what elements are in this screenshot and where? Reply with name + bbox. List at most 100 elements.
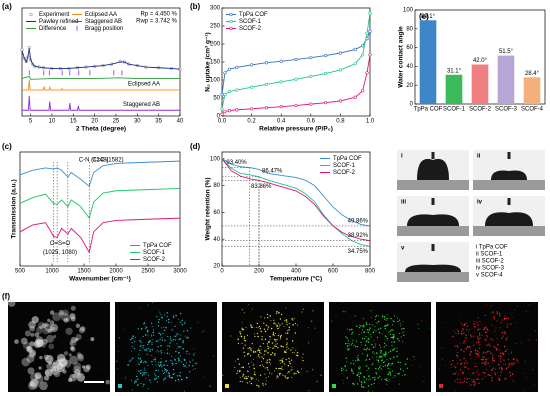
speckle	[139, 358, 141, 360]
speckle	[164, 368, 167, 371]
speckle	[463, 357, 465, 360]
particle	[69, 341, 74, 346]
speckle	[302, 308, 305, 311]
speckle	[478, 332, 481, 335]
speckle	[341, 369, 343, 372]
speckle	[347, 345, 349, 347]
speckle	[174, 335, 176, 337]
speckle	[240, 335, 242, 337]
speckle	[481, 335, 483, 337]
legend-label: Difference	[39, 26, 67, 32]
speckle	[476, 371, 478, 373]
speckle	[157, 321, 160, 323]
speckle	[357, 355, 359, 357]
speckle	[520, 342, 522, 344]
speckle	[421, 319, 423, 321]
speckle	[511, 316, 513, 319]
speckle	[348, 348, 350, 350]
speckle	[473, 335, 475, 337]
speckle	[479, 337, 481, 339]
speckle	[467, 368, 470, 370]
particle	[81, 365, 85, 369]
legend-label: Bragg position	[85, 26, 123, 32]
speckle	[118, 336, 121, 339]
speckle	[282, 346, 284, 348]
speckle	[189, 371, 191, 373]
speckle	[360, 367, 362, 369]
speckle	[398, 340, 400, 342]
speckle	[259, 364, 261, 367]
speckle	[463, 350, 465, 352]
speckle	[492, 367, 495, 369]
speckle	[484, 376, 486, 378]
speckle	[151, 335, 153, 337]
speckle	[166, 345, 168, 347]
speckle	[502, 353, 505, 356]
panel-label: (e)	[419, 12, 429, 21]
speckle	[373, 340, 375, 342]
speckle	[265, 377, 267, 379]
fit-stat: Rp = 4.450 %	[140, 12, 177, 18]
speckle	[362, 386, 365, 389]
speckle	[386, 383, 388, 386]
speckle	[385, 319, 387, 321]
particle	[30, 332, 35, 337]
speckle	[279, 374, 281, 376]
data-point	[361, 44, 365, 48]
speckle	[376, 322, 378, 324]
speckle	[464, 366, 466, 368]
speckle	[275, 345, 277, 348]
speckle	[286, 344, 288, 346]
speckle	[180, 334, 182, 336]
speckle	[154, 358, 157, 361]
particle	[48, 361, 52, 365]
speckle	[459, 369, 462, 371]
speckle	[116, 368, 118, 370]
speckle	[490, 305, 493, 307]
speckle	[358, 333, 360, 336]
speckle	[399, 361, 401, 364]
speckle	[259, 327, 262, 330]
speckle	[290, 349, 292, 351]
speckle	[250, 349, 252, 352]
speckle	[380, 368, 382, 370]
speckle	[464, 362, 466, 365]
speckle	[509, 371, 511, 374]
bar	[523, 77, 541, 104]
speckle	[368, 379, 370, 381]
speckle	[477, 324, 479, 326]
speckle	[165, 360, 167, 362]
speckle	[131, 342, 133, 344]
speckle	[455, 371, 457, 373]
speckle	[297, 324, 299, 326]
speckle	[481, 378, 483, 380]
contact-photo: iii	[397, 196, 469, 236]
speckle	[391, 344, 393, 347]
speckle	[392, 335, 395, 338]
speckle	[242, 366, 245, 368]
speckle	[151, 343, 153, 345]
speckle	[192, 365, 194, 367]
speckle	[444, 364, 447, 366]
speckle	[346, 337, 349, 339]
series-line	[21, 48, 181, 70]
speckle	[187, 337, 189, 339]
speckle	[129, 339, 132, 341]
speckle	[458, 382, 460, 384]
speckle	[444, 321, 446, 324]
y-tick-label: 20	[406, 83, 413, 89]
needle	[431, 198, 435, 205]
speckle	[474, 352, 477, 355]
speckle	[261, 356, 263, 358]
speckle	[258, 384, 260, 386]
speckle	[477, 317, 479, 319]
speckle	[260, 330, 263, 333]
speckle	[154, 373, 156, 375]
speckle	[289, 362, 291, 365]
speckle	[258, 350, 261, 352]
speckle	[514, 381, 516, 383]
speckle	[154, 357, 156, 359]
speckle	[473, 384, 476, 386]
speckle	[175, 350, 177, 353]
speckle	[312, 310, 314, 312]
